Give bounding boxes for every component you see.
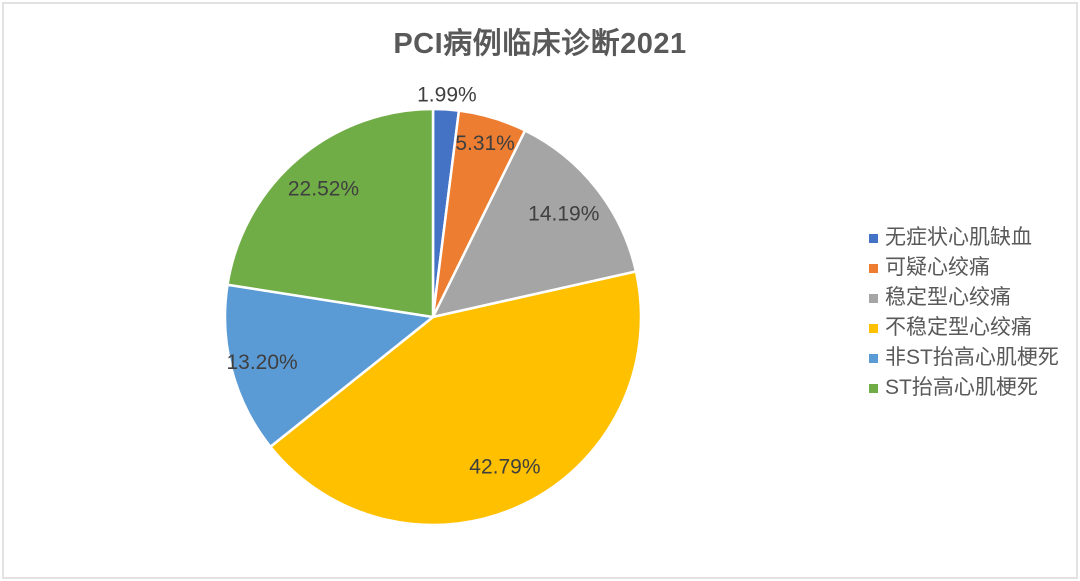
legend-marker-icon (869, 293, 878, 303)
legend-label: 非ST抬高心肌梗死 (885, 346, 1059, 369)
legend-marker-icon (869, 233, 878, 243)
legend-marker-icon (869, 323, 878, 333)
legend-label: 可疑心绞痛 (885, 256, 990, 279)
data-label-6: 22.52% (288, 178, 359, 201)
pie-slice-4[interactable] (269, 270, 643, 527)
chart-title: PCI病例临床诊断2021 (393, 28, 687, 60)
pie-slice-3[interactable] (431, 129, 638, 319)
legend-item-1[interactable]: 无症状心肌缺血 (869, 223, 1059, 253)
legend: 无症状心肌缺血 可疑心绞痛稳定型心绞痛 不稳定型心绞痛非ST抬高心肌梗死 ST抬高心肌… (869, 223, 1059, 403)
legend-item-4[interactable]: 不稳定型心绞痛 (869, 313, 1059, 343)
legend-label: 无症状心肌缺血 (885, 226, 1032, 249)
data-label-5: 13.20% (226, 351, 297, 374)
legend-marker-icon (869, 353, 878, 363)
data-label-2: 5.31% (455, 132, 515, 155)
legend-item-6[interactable]: ST抬高心肌梗死 (869, 373, 1059, 403)
legend-marker-icon (869, 263, 878, 273)
data-label-4: 42.79% (469, 456, 540, 479)
legend-item-5[interactable]: 非ST抬高心肌梗死 (869, 343, 1059, 373)
data-label-1: 1.99% (417, 83, 477, 106)
legend-label: 稳定型心绞痛 (885, 286, 1011, 309)
data-label-3: 14.19% (528, 203, 599, 226)
legend-item-2[interactable]: 可疑心绞痛 (869, 253, 1059, 283)
pie-slice-6[interactable] (226, 107, 435, 319)
legend-label: ST抬高心肌梗死 (885, 376, 1038, 399)
legend-marker-icon (869, 383, 878, 393)
legend-label: 不稳定型心绞痛 (885, 316, 1032, 339)
pie-slice-5[interactable] (223, 283, 435, 448)
legend-item-3[interactable]: 稳定型心绞痛 (869, 283, 1059, 313)
